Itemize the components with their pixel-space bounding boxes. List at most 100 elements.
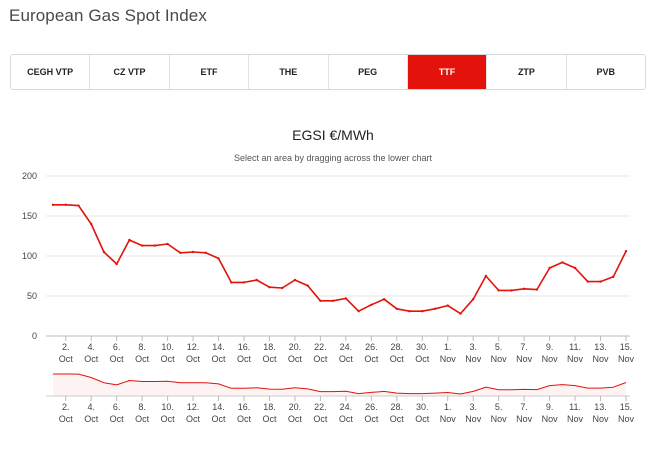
x-tick-day: 8. [138,342,146,352]
navigator-tick-month: Nov [593,414,610,424]
tab-etf[interactable]: ETF [170,55,250,89]
x-tick-month: Oct [135,354,150,364]
x-tick-day: 12. [187,342,200,352]
data-point [306,284,309,287]
x-tick-day: 28. [391,342,404,352]
navigator-tick-day: 6. [113,402,121,412]
chart-title: EGSI €/MWh [292,127,374,143]
x-tick-month: Oct [237,354,252,364]
navigator-tick-day: 11. [569,402,581,412]
x-tick-month: Nov [465,354,482,364]
data-point [153,244,157,247]
x-tick-day: 26. [365,342,378,352]
tab-ztp[interactable]: ZTP [487,55,567,89]
data-point [599,280,602,283]
navigator-tick-month: Nov [465,414,482,424]
x-tick-day: 24. [340,342,353,352]
x-tick-day: 9. [546,342,554,352]
x-tick-month: Nov [516,354,533,364]
tab-peg[interactable]: PEG [329,55,408,89]
data-point [586,280,589,283]
data-point [522,287,526,290]
navigator-tick-month: Oct [161,414,176,424]
x-tick-day: 10. [161,342,174,352]
navigator-tick-month: Nov [491,414,508,424]
x-tick-day: 5. [495,342,503,352]
navigator-tick-month: Oct [186,414,201,424]
data-point [77,204,80,207]
x-tick-day: 13. [594,342,607,352]
navigator-line [53,373,627,395]
data-point [561,261,564,264]
x-tick-day: 1. [444,342,452,352]
data-point [115,262,118,266]
x-tick-month: Oct [262,354,277,364]
y-tick-label: 0 [32,331,37,341]
navigator-tick-day: 10. [161,402,174,412]
data-point [612,275,615,278]
navigator-tick-month: Oct [59,414,74,424]
x-tick-month: Nov [593,354,610,364]
x-tick-day: 14. [212,342,225,352]
navigator-tick-month: Nov [542,414,559,424]
hub-tabs: CEGH VTP CZ VTP ETF THE PEG TTF ZTP PVB [10,54,646,90]
data-point [179,251,182,254]
navigator-tick-day: 8. [138,402,146,412]
x-tick-day: 7. [520,342,528,352]
x-tick-month: Nov [618,354,635,364]
navigator-tick-month: Oct [84,414,99,424]
navigator-tick-day: 13. [594,402,607,412]
tab-the[interactable]: THE [249,55,329,89]
data-point [344,297,348,300]
x-tick-day: 4. [87,342,95,352]
data-point [472,298,475,301]
navigator-tick-month: Nov [440,414,457,424]
y-tick-label: 150 [22,211,37,221]
navigator-tick-day: 12. [187,402,200,412]
navigator-tick-day: 18. [263,402,276,412]
navigator-tick-month: Oct [364,414,379,424]
data-point [433,307,437,310]
data-point [510,289,513,292]
data-point [242,281,246,284]
data-point [293,278,297,282]
navigator-tick-day: 14. [212,402,225,412]
y-tick-label: 100 [22,251,37,261]
y-tick-label: 50 [27,291,37,301]
tab-cegh-vtp[interactable]: CEGH VTP [11,55,91,89]
navigator-tick-month: Nov [618,414,635,424]
data-point [319,299,322,302]
y-tick-label: 200 [22,171,37,181]
data-point [281,286,284,290]
navigator-tick-month: Oct [339,414,354,424]
navigator-tick-month: Oct [135,414,150,424]
x-tick-month: Oct [288,354,303,364]
x-tick-month: Oct [212,354,227,364]
navigator-tick-month: Oct [313,414,328,424]
navigator-tick-day: 30. [416,402,429,412]
navigator-tick-month: Oct [262,414,277,424]
data-point [421,310,424,313]
navigator-tick-month: Oct [212,414,227,424]
data-point [51,203,55,206]
tab-cz-vtp[interactable]: CZ VTP [90,55,170,89]
data-point [140,244,144,247]
navigator-tick-day: 9. [546,402,554,412]
navigator-tick-day: 5. [495,402,503,412]
navigator-tick-month: Nov [567,414,584,424]
navigator-tick-day: 2. [62,402,70,412]
navigator-tick-day: 24. [340,402,353,412]
navigator-tick-month: Oct [110,414,125,424]
data-point [382,298,386,301]
x-tick-month: Oct [161,354,176,364]
navigator-tick-day: 28. [391,402,404,412]
data-point [128,238,131,242]
x-tick-month: Oct [110,354,125,364]
tab-ttf[interactable]: TTF [407,55,488,89]
tab-pvb[interactable]: PVB [596,67,616,77]
data-point [624,250,628,253]
navigator-tick-month: Nov [516,414,533,424]
data-point [268,286,271,289]
navigator-tick-month: Oct [288,414,303,424]
